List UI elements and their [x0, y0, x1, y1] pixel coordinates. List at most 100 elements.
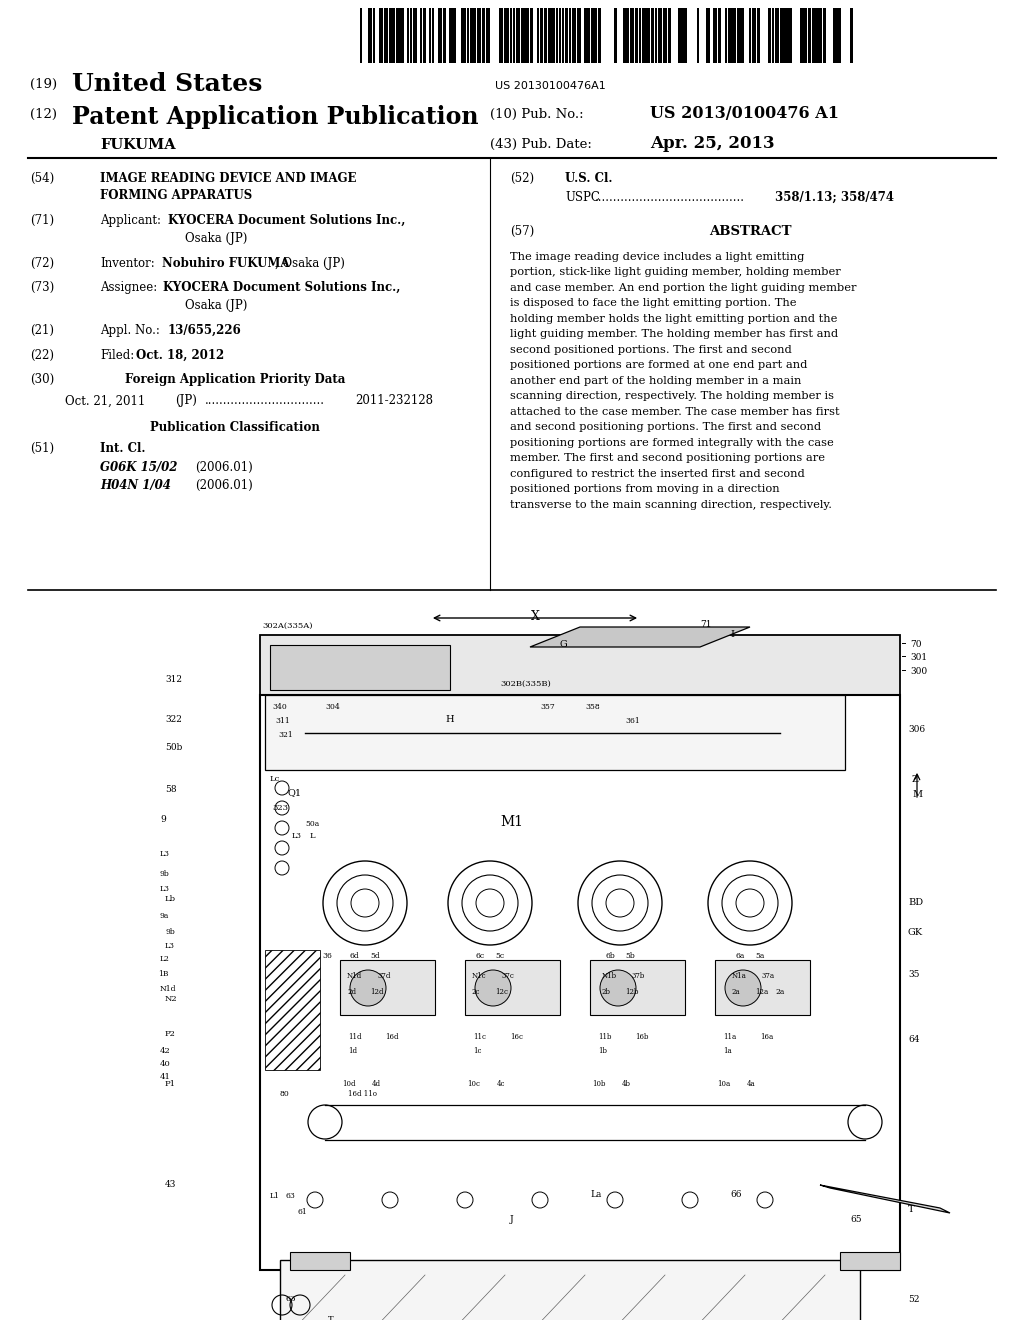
- Bar: [783, 8, 787, 63]
- Text: Filed:: Filed:: [100, 348, 134, 362]
- Text: and second positioning portions. The first and second: and second positioning portions. The fir…: [510, 422, 821, 433]
- Bar: [340, 960, 435, 1015]
- Text: 70: 70: [910, 640, 922, 649]
- Text: (73): (73): [30, 281, 54, 294]
- Text: P2: P2: [165, 1030, 176, 1038]
- Text: 37b: 37b: [632, 972, 645, 979]
- Text: 4c: 4c: [497, 1080, 506, 1088]
- Text: 10d: 10d: [342, 1080, 355, 1088]
- Polygon shape: [530, 627, 750, 647]
- Text: member. The first and second positioning portions are: member. The first and second positioning…: [510, 453, 825, 463]
- Text: 2011-232128: 2011-232128: [355, 395, 433, 408]
- Text: positioned portions are formed at one end part and: positioned portions are formed at one en…: [510, 360, 807, 371]
- Bar: [768, 8, 771, 63]
- Text: 11d: 11d: [348, 1034, 361, 1041]
- Text: 10b: 10b: [592, 1080, 605, 1088]
- Text: L3: L3: [292, 832, 302, 840]
- Text: 1d: 1d: [348, 1047, 357, 1055]
- Text: 80: 80: [280, 1090, 290, 1098]
- Text: 37c: 37c: [502, 972, 515, 979]
- Bar: [449, 8, 452, 63]
- Bar: [749, 8, 752, 63]
- Text: 16d: 16d: [385, 1034, 398, 1041]
- Bar: [775, 8, 779, 63]
- Text: 10a: 10a: [717, 1080, 730, 1088]
- Text: 9b: 9b: [165, 928, 175, 936]
- Bar: [442, 8, 445, 63]
- Text: 11c: 11c: [473, 1034, 486, 1041]
- Text: 301: 301: [910, 653, 927, 663]
- Text: USPC: USPC: [565, 191, 600, 205]
- Bar: [467, 8, 469, 63]
- Text: (72): (72): [30, 256, 54, 269]
- Text: H04N 1/04: H04N 1/04: [100, 479, 171, 492]
- Bar: [772, 8, 774, 63]
- Text: 5a: 5a: [755, 952, 764, 960]
- Text: Osaka (JP): Osaka (JP): [185, 300, 248, 313]
- Text: J: J: [510, 1214, 514, 1224]
- Bar: [410, 8, 413, 63]
- Text: 2d: 2d: [347, 987, 356, 997]
- Bar: [465, 960, 560, 1015]
- Text: BD: BD: [908, 898, 923, 907]
- Text: N1d: N1d: [160, 985, 176, 993]
- Bar: [548, 8, 551, 63]
- Text: 65: 65: [850, 1214, 861, 1224]
- Bar: [668, 8, 671, 63]
- Circle shape: [475, 970, 511, 1006]
- Text: FORMING APPARATUS: FORMING APPARATUS: [100, 189, 252, 202]
- Text: 71: 71: [700, 620, 712, 630]
- Text: 58: 58: [165, 785, 176, 795]
- Bar: [551, 8, 555, 63]
- Text: is disposed to face the light emitting portion. The: is disposed to face the light emitting p…: [510, 298, 797, 309]
- Text: 9b: 9b: [160, 870, 170, 878]
- Text: 50a: 50a: [305, 820, 319, 828]
- Bar: [718, 8, 721, 63]
- Text: Oct. 21, 2011: Oct. 21, 2011: [65, 395, 145, 408]
- Bar: [642, 8, 646, 63]
- Text: , Osaka (JP): , Osaka (JP): [275, 256, 345, 269]
- Text: 36: 36: [322, 952, 332, 960]
- Bar: [577, 8, 581, 63]
- Text: Nobuhiro FUKUMA: Nobuhiro FUKUMA: [162, 256, 290, 269]
- Text: 16c: 16c: [510, 1034, 523, 1041]
- Text: 63: 63: [285, 1192, 295, 1200]
- Bar: [507, 8, 509, 63]
- Text: N1c: N1c: [472, 972, 486, 979]
- Bar: [472, 8, 476, 63]
- Text: (22): (22): [30, 348, 54, 362]
- Text: 311: 311: [275, 717, 290, 725]
- Text: 37d: 37d: [377, 972, 390, 979]
- Bar: [384, 8, 388, 63]
- Text: 2b: 2b: [602, 987, 611, 997]
- Bar: [571, 8, 575, 63]
- Bar: [541, 8, 544, 63]
- Text: 1b: 1b: [598, 1047, 607, 1055]
- Bar: [423, 8, 426, 63]
- Text: 1B: 1B: [158, 970, 169, 978]
- Bar: [635, 8, 638, 63]
- Text: U.S. Cl.: U.S. Cl.: [565, 172, 612, 185]
- Text: L3: L3: [160, 884, 170, 894]
- Bar: [584, 8, 587, 63]
- Text: US 2013/0100476 A1: US 2013/0100476 A1: [650, 106, 839, 121]
- Text: (54): (54): [30, 172, 54, 185]
- Text: (71): (71): [30, 214, 54, 227]
- Text: 6d: 6d: [350, 952, 359, 960]
- Text: Q1: Q1: [288, 788, 302, 797]
- Text: 41: 41: [160, 1073, 171, 1081]
- Text: portion, stick-like light guiding member, holding member: portion, stick-like light guiding member…: [510, 267, 841, 277]
- Text: 302B(335B): 302B(335B): [500, 680, 551, 688]
- Text: 6a: 6a: [735, 952, 744, 960]
- Bar: [544, 8, 547, 63]
- Bar: [614, 8, 617, 63]
- Bar: [510, 8, 512, 63]
- Bar: [559, 8, 561, 63]
- Text: Appl. No.:: Appl. No.:: [100, 323, 160, 337]
- Text: United States: United States: [72, 73, 262, 96]
- Text: GK: GK: [908, 928, 923, 937]
- Text: positioned portions from moving in a direction: positioned portions from moving in a dir…: [510, 484, 779, 494]
- Bar: [823, 8, 826, 63]
- Bar: [561, 8, 564, 63]
- Text: 64: 64: [908, 1035, 920, 1044]
